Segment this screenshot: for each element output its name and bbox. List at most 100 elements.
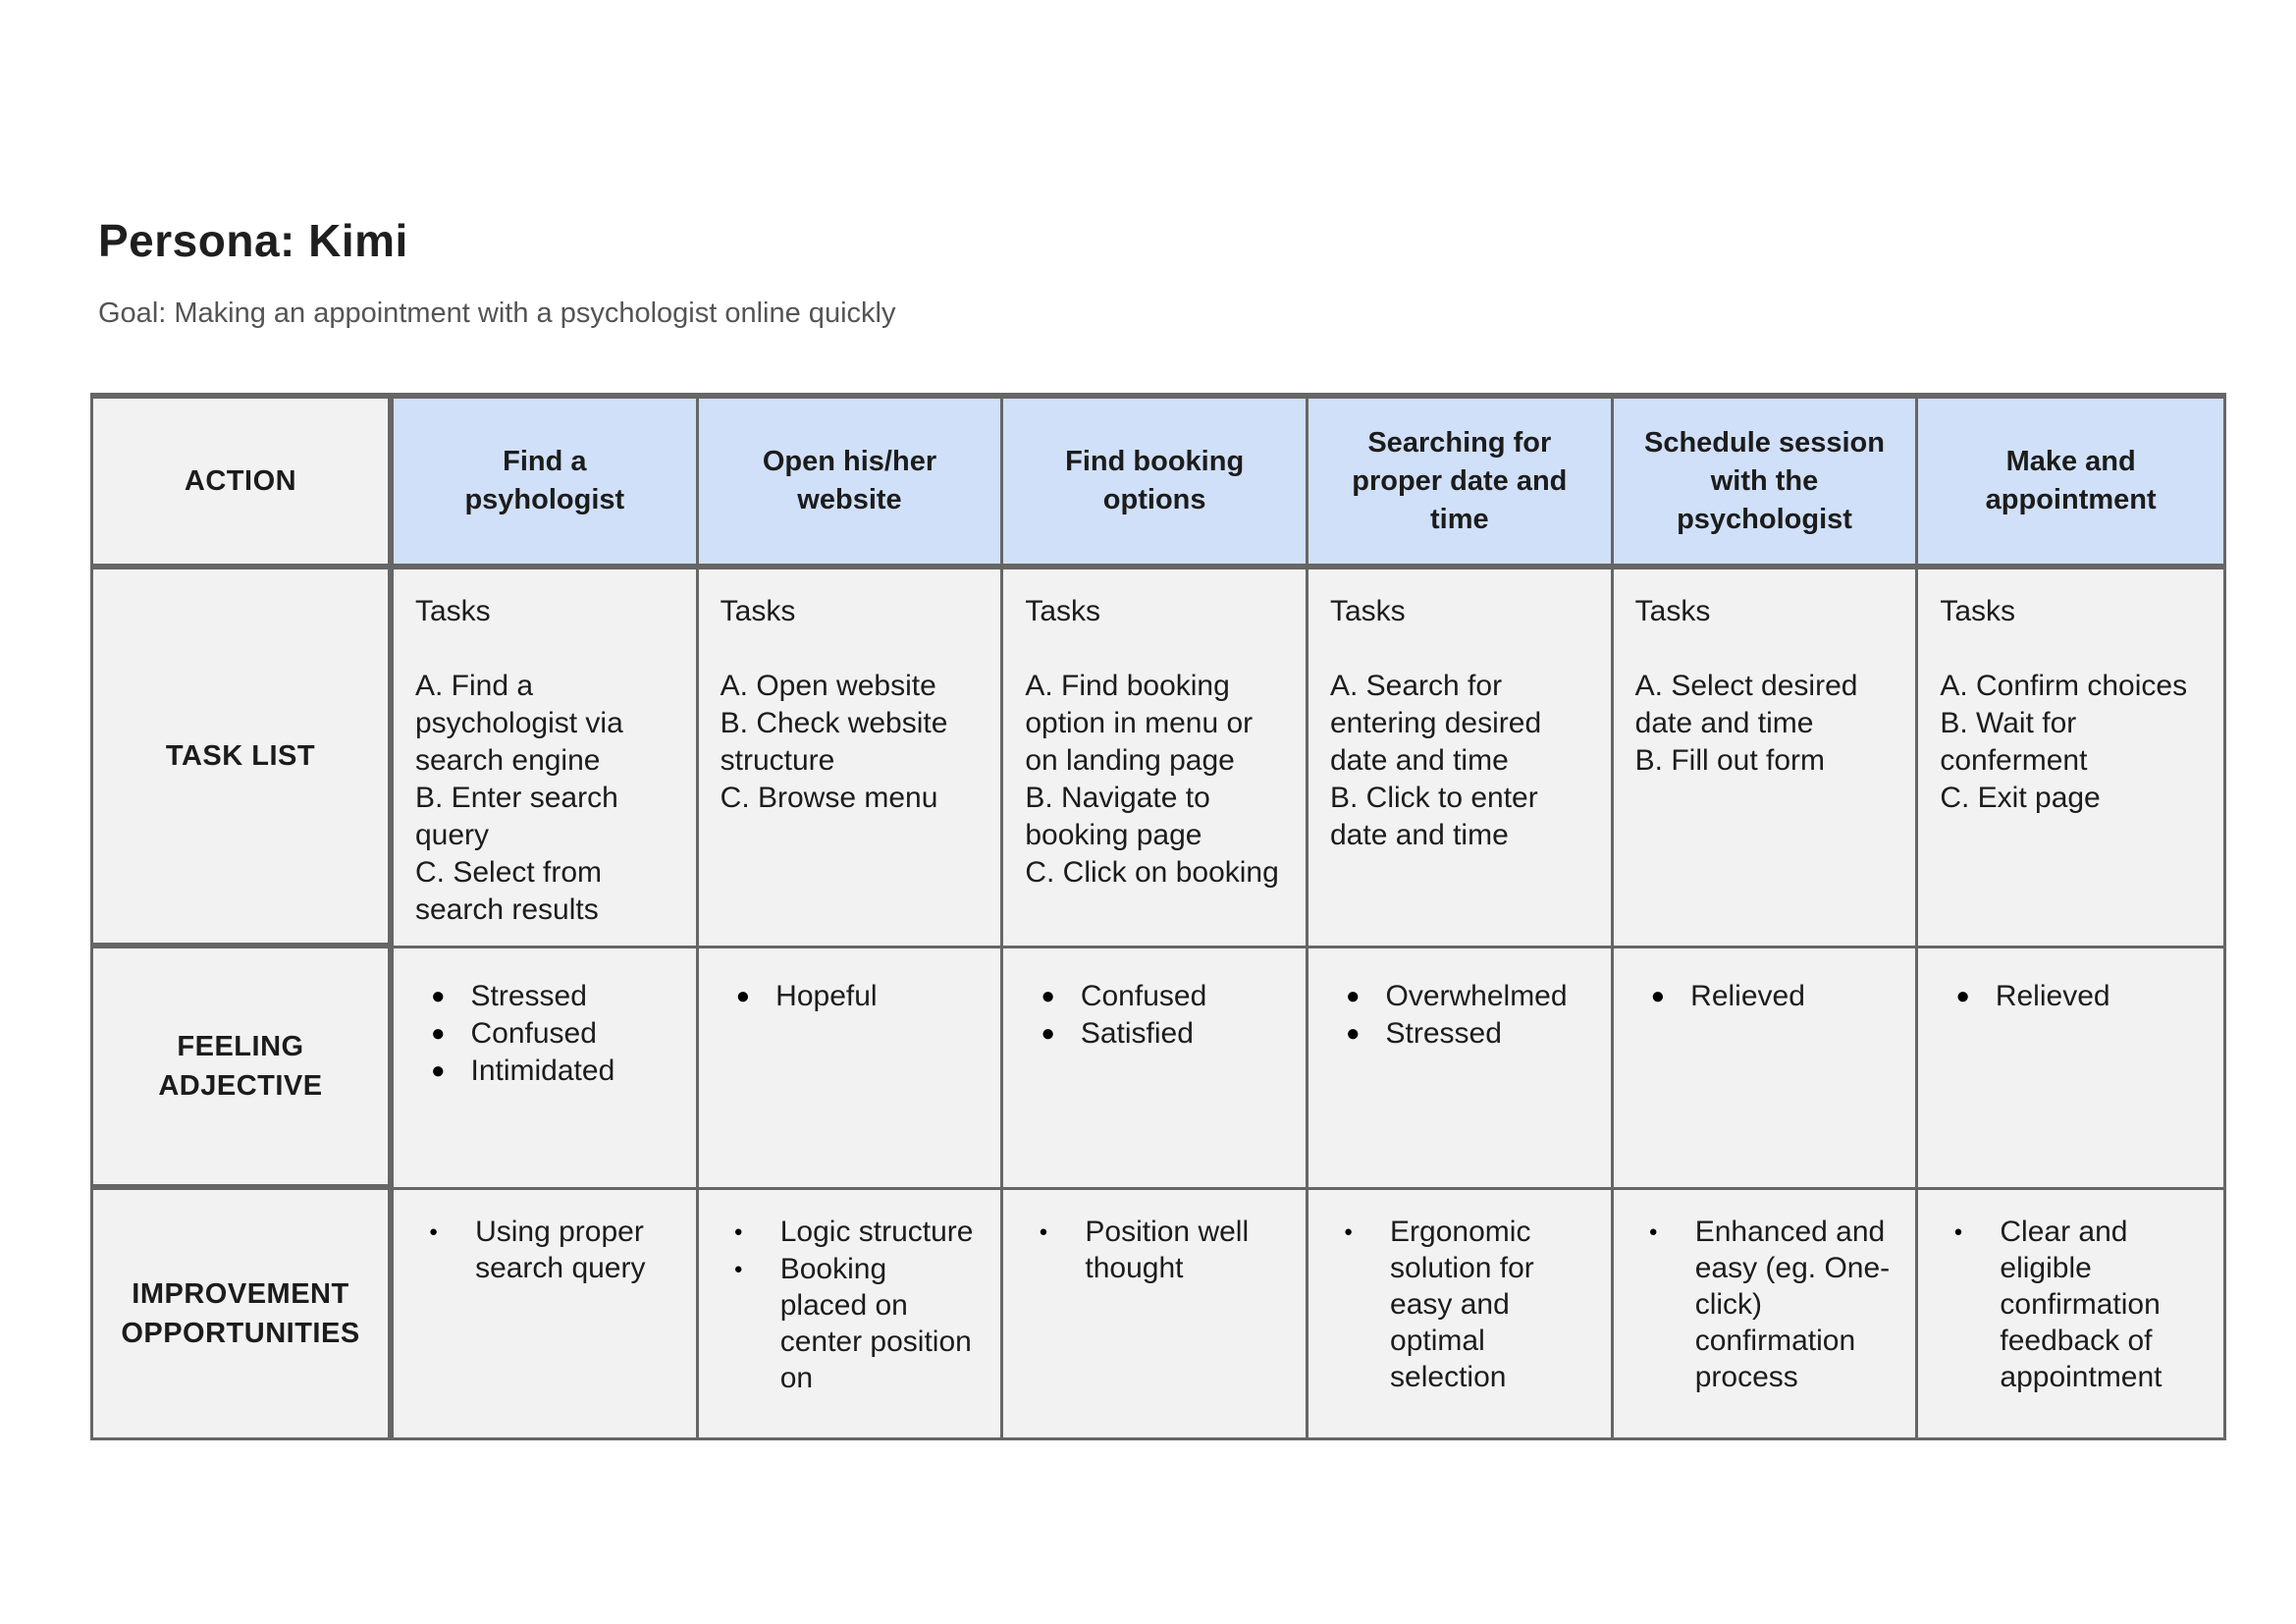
feeling-item: ● Overwhelmed	[1346, 978, 1599, 1015]
improvement-item: ● Clear and eligible confirmation feedba…	[1953, 1214, 2204, 1395]
bullet-icon: ●	[1650, 983, 1666, 1009]
improvement-label: Using proper search query	[475, 1216, 646, 1284]
task-list-cell-find-a-psychologist: Tasks A. Find a psychologist via search …	[394, 569, 699, 948]
bullet-icon: ●	[431, 1020, 446, 1047]
improvement-label: Ergonomic solution for easy and optimal …	[1390, 1216, 1534, 1393]
feeling-item: ● Relieved	[1651, 978, 1904, 1015]
task-item: C. Exit page	[1940, 782, 2101, 814]
improvement-item: ● Using proper search query	[429, 1214, 676, 1286]
feeling-item: ● Satisfied	[1041, 1015, 1294, 1053]
bullet-icon: ●	[1345, 1020, 1361, 1047]
feeling-cell-schedule-session: ● Relieved	[1613, 948, 1919, 1190]
feeling-item: ● Stressed	[1346, 1015, 1599, 1053]
page-title: Persona: Kimi	[98, 215, 408, 266]
feeling-item: ● Relieved	[1955, 978, 2212, 1015]
feeling-item: ● Confused	[431, 1015, 684, 1053]
feeling-item: ● Intimidated	[431, 1053, 684, 1090]
task-item: B. Navigate to booking page	[1025, 782, 1210, 851]
row-label-task-list: TASK LIST	[93, 569, 394, 948]
task-list-cell-search-date-time: Tasks A. Search for entering desired dat…	[1308, 569, 1614, 948]
feeling-label: Stressed	[1385, 1017, 1502, 1050]
feeling-label: Relieved	[1995, 980, 2110, 1012]
tasks-heading: Tasks	[720, 595, 796, 627]
improvement-cell-find-booking-options: ● Position well thought	[1003, 1190, 1308, 1437]
task-item: C. Click on booking	[1025, 856, 1279, 889]
improvement-label: Booking placed on center position on	[779, 1253, 972, 1394]
task-list-cell-open-website: Tasks A. Open website B. Check website s…	[698, 569, 1004, 948]
feeling-label: Intimidated	[470, 1055, 615, 1087]
feeling-label: Satisfied	[1080, 1017, 1194, 1050]
improvement-item: ● Enhanced and easy (eg. One-click) conf…	[1649, 1214, 1896, 1395]
feeling-cell-find-a-psychologist: ● Stressed ● Confused ● Intimidated	[394, 948, 699, 1190]
bullet-icon: ●	[429, 1223, 439, 1240]
feeling-label: Confused	[470, 1017, 597, 1050]
tasks-heading: Tasks	[1634, 595, 1711, 627]
task-item: B. Fill out form	[1634, 744, 1826, 777]
task-item: C. Browse menu	[720, 782, 938, 814]
tasks-heading: Tasks	[1940, 595, 2016, 627]
bullet-icon: ●	[1039, 1223, 1048, 1240]
action-header-find-booking-options: Find booking options	[1003, 399, 1308, 569]
task-item: B. Wait for conferment	[1940, 707, 2088, 777]
improvement-label: Logic structure	[779, 1216, 974, 1248]
task-list-cell-find-booking-options: Tasks A. Find booking option in menu or …	[1003, 569, 1308, 948]
feeling-label: Overwhelmed	[1385, 980, 1568, 1012]
improvement-cell-find-a-psychologist: ● Using proper search query	[394, 1190, 699, 1437]
bullet-icon: ●	[733, 1223, 743, 1240]
bullet-icon: ●	[735, 983, 751, 1009]
tasks-heading: Tasks	[1025, 595, 1101, 627]
improvement-item: ● Ergonomic solution for easy and optima…	[1344, 1214, 1591, 1395]
tasks-heading: Tasks	[415, 595, 491, 627]
feeling-item: ● Hopeful	[736, 978, 989, 1015]
task-item: B. Check website structure	[720, 707, 948, 777]
bullet-icon: ●	[1953, 1223, 1963, 1240]
row-label-feeling-adjective: FEELING ADJECTIVE	[93, 948, 394, 1190]
task-item: C. Select from search results	[415, 856, 603, 926]
improvement-label: Position well thought	[1085, 1216, 1250, 1284]
task-item: A. Find booking option in menu or on lan…	[1025, 670, 1254, 777]
bullet-icon: ●	[1345, 983, 1361, 1009]
improvement-item: ● Logic structure	[734, 1214, 982, 1251]
action-header-find-a-psychologist: Find a psyhologist	[394, 399, 699, 569]
feeling-label: Stressed	[470, 980, 587, 1012]
document-page: Persona: Kimi Goal: Making an appointmen…	[90, 215, 2226, 1440]
bullet-icon: ●	[1041, 1020, 1055, 1047]
action-header-open-website: Open his/her website	[698, 399, 1004, 569]
action-header-schedule-session: Schedule session with the psychologist	[1613, 399, 1919, 569]
feeling-cell-find-booking-options: ● Confused ● Satisfied	[1003, 948, 1308, 1190]
bullet-icon: ●	[431, 1057, 446, 1084]
improvement-item: ● Booking placed on center position on	[734, 1251, 982, 1396]
task-list-cell-schedule-session: Tasks A. Select desired date and time B.…	[1613, 569, 1919, 948]
task-item: A. Confirm choices	[1940, 670, 2188, 702]
task-item: B. Enter search query	[415, 782, 618, 851]
improvement-cell-open-website: ● Logic structure ● Booking placed on ce…	[698, 1190, 1004, 1437]
bullet-icon: ●	[733, 1261, 743, 1277]
feeling-label: Hopeful	[775, 980, 878, 1012]
improvement-label: Clear and eligible confirmation feedback…	[2000, 1216, 2163, 1393]
task-list-cell-make-appointment: Tasks A. Confirm choices B. Wait for con…	[1918, 569, 2223, 948]
feeling-cell-open-website: ● Hopeful	[698, 948, 1004, 1190]
row-label-action: ACTION	[93, 399, 394, 569]
row-label-improvement-opportunities: IMPROVEMENT OPPORTUNITIES	[93, 1190, 394, 1437]
tasks-heading: Tasks	[1329, 595, 1406, 627]
bullet-icon: ●	[431, 983, 446, 1009]
task-item: A. Find a psychologist via search engine	[415, 670, 623, 777]
goal-subtitle: Goal: Making an appointment with a psych…	[98, 298, 896, 329]
bullet-icon: ●	[1343, 1223, 1354, 1240]
improvement-cell-make-appointment: ● Clear and eligible confirmation feedba…	[1918, 1190, 2223, 1437]
journey-map-table: ACTION Find a psyhologist Open his/her w…	[90, 393, 2226, 1440]
feeling-item: ● Confused	[1041, 978, 1294, 1015]
action-header-make-appointment: Make and appointment	[1918, 399, 2223, 569]
task-item: A. Open website	[720, 670, 936, 702]
feeling-label: Confused	[1080, 980, 1207, 1012]
improvement-item: ● Position well thought	[1039, 1214, 1286, 1286]
improvement-cell-schedule-session: ● Enhanced and easy (eg. One-click) conf…	[1613, 1190, 1919, 1437]
task-item: A. Search for entering desired date and …	[1329, 670, 1542, 777]
task-item: B. Click to enter date and time	[1329, 782, 1538, 851]
improvement-label: Enhanced and easy (eg. One-click) confir…	[1694, 1216, 1891, 1393]
action-header-search-date-time: Searching for proper date and time	[1308, 399, 1614, 569]
feeling-label: Relieved	[1690, 980, 1805, 1012]
feeling-cell-search-date-time: ● Overwhelmed ● Stressed	[1308, 948, 1614, 1190]
improvement-cell-search-date-time: ● Ergonomic solution for easy and optima…	[1308, 1190, 1614, 1437]
feeling-cell-make-appointment: ● Relieved	[1918, 948, 2223, 1190]
